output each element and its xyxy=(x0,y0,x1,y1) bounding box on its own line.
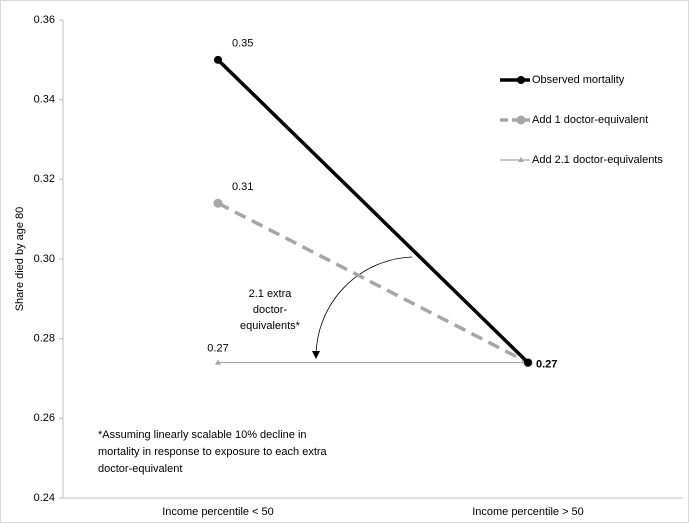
legend-marker xyxy=(517,76,525,84)
footnote-text: mortality in response to exposure to eac… xyxy=(98,446,328,458)
data-point xyxy=(213,198,223,208)
y-tick-label: 0.26 xyxy=(34,412,55,424)
annotation-text: doctor- xyxy=(253,304,288,316)
series-line xyxy=(217,201,529,365)
annotation-text: 2.1 extra xyxy=(249,288,293,300)
data-label: 0.27 xyxy=(536,358,557,370)
annotation-arrowhead xyxy=(312,351,320,359)
x-tick-label: Income percentile > 50 xyxy=(472,506,584,518)
y-axis-label: Share died by age 80 xyxy=(14,207,26,312)
data-label: 0.31 xyxy=(232,181,253,193)
y-tick-label: 0.24 xyxy=(34,492,55,504)
y-tick-label: 0.28 xyxy=(34,333,55,345)
y-tick-label: 0.34 xyxy=(34,94,55,106)
data-point xyxy=(215,359,221,365)
footnote-text: doctor-equivalent xyxy=(98,463,182,475)
legend-marker xyxy=(518,157,524,162)
legend-label: Observed mortality xyxy=(532,74,625,86)
annotation-arc xyxy=(315,256,413,357)
data-label: 0.27 xyxy=(207,342,228,354)
data-point xyxy=(214,55,222,64)
legend-marker xyxy=(516,115,526,125)
y-tick-label: 0.36 xyxy=(34,14,55,26)
series-line xyxy=(216,58,530,364)
y-tick-label: 0.32 xyxy=(34,173,55,185)
annotation-text: equivalents* xyxy=(240,320,301,332)
x-tick-label: Income percentile < 50 xyxy=(162,506,274,518)
data-point xyxy=(524,358,532,367)
legend-label: Add 2.1 doctor-equivalents xyxy=(532,154,663,166)
data-label: 0.35 xyxy=(232,38,253,50)
y-tick-label: 0.30 xyxy=(34,253,55,265)
footnote-text: *Assuming linearly scalable 10% decline … xyxy=(98,429,307,441)
legend-label: Add 1 doctor-equivalent xyxy=(532,114,648,126)
